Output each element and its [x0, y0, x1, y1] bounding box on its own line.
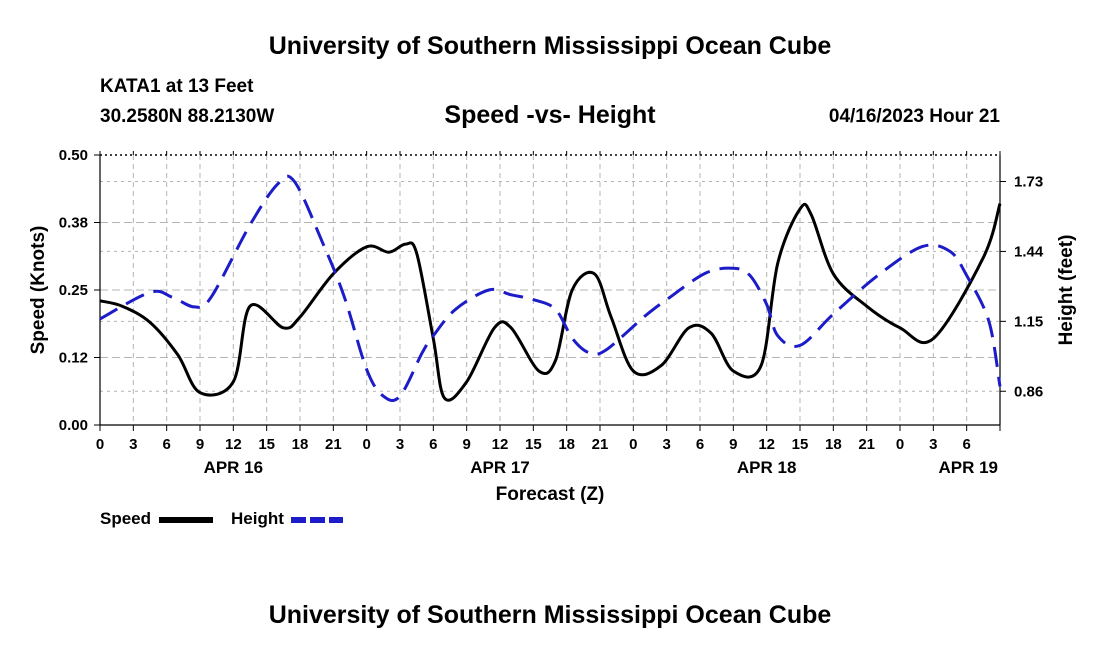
- series-line-speed: [99, 202, 1002, 402]
- x-tick-label: 0: [96, 436, 104, 453]
- x-tick-label: 3: [396, 436, 404, 453]
- x-tick-label: 15: [792, 436, 809, 453]
- y-tick-label-left: 0.50: [59, 147, 88, 164]
- x-tick-label: 3: [129, 436, 137, 453]
- x-tick-label: 0: [629, 436, 637, 453]
- x-tick-label: 21: [858, 436, 875, 453]
- x-axis-title: Forecast (Z): [496, 484, 605, 505]
- x-tick-label: 15: [258, 436, 275, 453]
- footer-title: University of Southern Mississippi Ocean…: [268, 601, 832, 629]
- x-tick-label: 6: [696, 436, 704, 453]
- station-name: KATA1 at 13 Feet: [100, 76, 254, 97]
- chart-title: Speed -vs- Height: [444, 101, 656, 129]
- x-date-label: APR 19: [938, 458, 998, 477]
- station-coords: 30.2580N 88.2130W: [100, 106, 275, 127]
- x-tick-label: 15: [525, 436, 542, 453]
- series-line-height: [99, 174, 1002, 402]
- legend-height-swatch: [291, 517, 343, 523]
- x-tick-label: 6: [962, 436, 970, 453]
- x-tick-label: 18: [558, 436, 575, 453]
- x-tick-label: 0: [362, 436, 370, 453]
- y-tick-label-right: 0.86: [1014, 383, 1043, 400]
- x-tick-label: 12: [758, 436, 775, 453]
- x-tick-label: 3: [662, 436, 670, 453]
- x-tick-label: 12: [492, 436, 509, 453]
- x-tick-label: 3: [929, 436, 937, 453]
- x-date-label: APR 16: [204, 458, 264, 477]
- x-date-label: APR 18: [737, 458, 797, 477]
- y-axis-title-left: Speed (Knots): [28, 226, 49, 355]
- x-tick-label: 21: [325, 436, 342, 453]
- y-tick-label-left: 0.25: [59, 282, 88, 299]
- y-tick-label-right: 1.15: [1014, 313, 1043, 330]
- x-tick-label: 18: [292, 436, 309, 453]
- legend-speed-swatch: [159, 517, 213, 523]
- y-axis-title-right: Height (feet): [1056, 235, 1077, 346]
- forecast-datetime: 04/16/2023 Hour 21: [828, 106, 1000, 127]
- x-tick-label: 18: [825, 436, 842, 453]
- x-tick-label: 0: [896, 436, 904, 453]
- y-tick-label-right: 1.44: [1014, 243, 1044, 260]
- y-tick-label-left: 0.12: [59, 350, 88, 367]
- x-tick-label: 6: [162, 436, 170, 453]
- x-tick-label: 9: [462, 436, 470, 453]
- x-tick-label: 12: [225, 436, 242, 453]
- x-tick-label: 6: [429, 436, 437, 453]
- y-tick-label-right: 1.73: [1014, 174, 1043, 191]
- page-title: University of Southern Mississippi Ocean…: [268, 32, 832, 60]
- x-tick-label: 21: [592, 436, 609, 453]
- x-tick-label: 9: [729, 436, 737, 453]
- x-date-label: APR 17: [470, 458, 530, 477]
- y-tick-label-left: 0.00: [59, 417, 88, 434]
- legend-speed-label: Speed: [100, 509, 152, 528]
- x-tick-label: 9: [196, 436, 204, 453]
- y-tick-label-left: 0.38: [59, 215, 88, 232]
- legend-height-label: Height: [231, 509, 284, 528]
